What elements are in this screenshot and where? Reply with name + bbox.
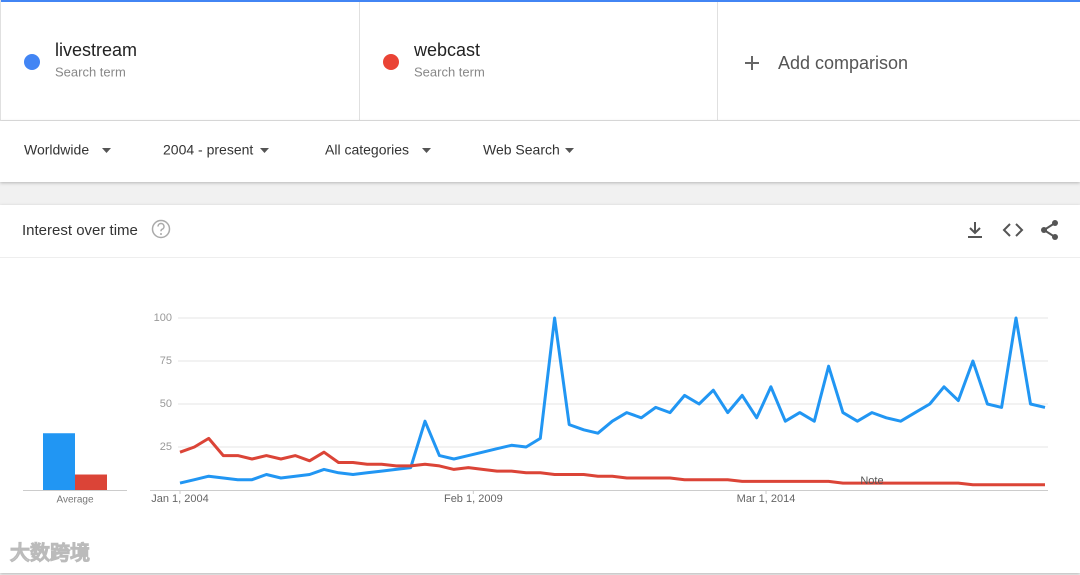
download-icon — [968, 222, 982, 238]
term[interactable]: webcast Search term — [383, 40, 485, 80]
card — [0, 205, 1080, 573]
term-name: livestream — [55, 40, 137, 60]
term-name: webcast — [413, 40, 480, 60]
help-circle — [151, 219, 171, 239]
add-comparison-label: Add comparison — [778, 53, 908, 73]
filter[interactable]: 2004 - present — [163, 142, 269, 158]
filter-label: All categories — [325, 142, 409, 158]
compare-bar — [0, 0, 1080, 120]
caret — [565, 148, 574, 153]
card-title: Interest over time — [22, 222, 138, 239]
x-tick-label: Mar 1, 2014 — [737, 493, 796, 505]
term-subtitle: Search term — [414, 64, 485, 79]
x-tick-label: Feb 1, 2009 — [444, 493, 503, 505]
filter[interactable]: All categories — [325, 142, 431, 158]
series-line — [179, 436, 1045, 487]
filter[interactable]: Web Search — [483, 142, 574, 158]
annotation: Note — [860, 475, 883, 487]
download-button[interactable] — [968, 222, 982, 238]
term-color — [24, 54, 40, 70]
filter-label: 2004 - present — [163, 142, 253, 158]
caret — [102, 148, 111, 153]
caret — [260, 148, 269, 153]
watermark: 大数跨境 — [10, 540, 90, 564]
add-comparison[interactable]: Add comparison — [745, 53, 908, 73]
embed-button[interactable] — [1002, 223, 1024, 237]
share-node — [1052, 234, 1058, 240]
term[interactable]: livestream Search term — [24, 40, 137, 80]
term-color — [383, 54, 399, 70]
y-tick-label: 75 — [160, 355, 172, 367]
filter-label: Web Search — [483, 142, 560, 158]
embed-icon — [1002, 223, 1024, 237]
caret — [422, 148, 431, 153]
average-bar — [43, 433, 75, 490]
share-node — [1052, 220, 1058, 226]
y-tick-label: 25 — [160, 441, 172, 453]
top-border — [0, 0, 1080, 2]
plus-icon — [745, 56, 759, 70]
share-node — [1041, 227, 1047, 233]
x-tick-label: Jan 1, 2004 — [151, 493, 209, 505]
filter-label: Worldwide — [24, 142, 89, 158]
help-icon[interactable] — [151, 219, 171, 239]
help-dot — [160, 233, 162, 235]
term-subtitle: Search term — [55, 64, 126, 79]
series-line — [179, 316, 1046, 485]
y-tick-label: 50 — [160, 398, 172, 410]
filter-bar — [0, 121, 1080, 182]
average-bar — [75, 474, 107, 490]
y-tick-label: 100 — [154, 312, 172, 324]
x-axis-label: Average — [56, 495, 94, 506]
filter[interactable]: Worldwide — [24, 142, 111, 158]
help-mark — [157, 222, 165, 232]
share-button[interactable] — [1041, 220, 1058, 240]
